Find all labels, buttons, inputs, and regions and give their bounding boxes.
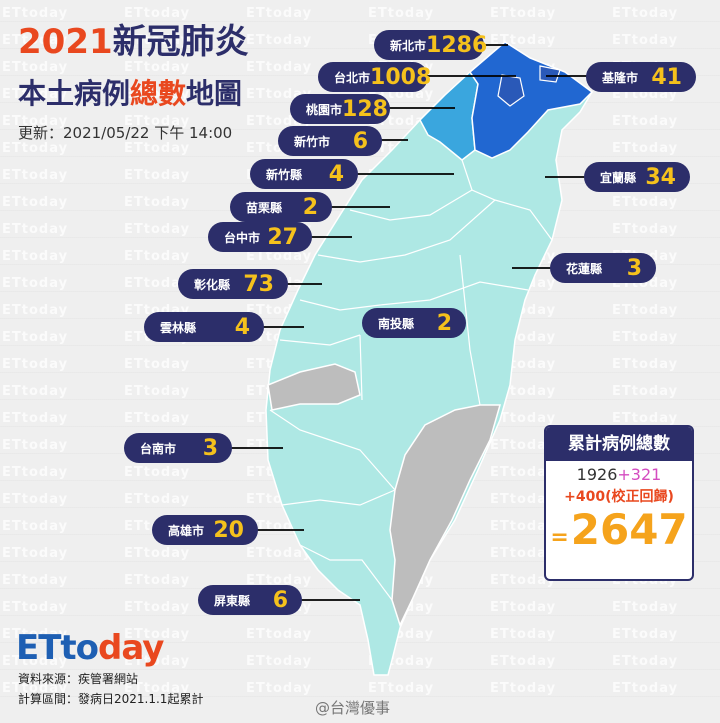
region-label-miaoli: 苗栗縣 2 (230, 192, 332, 222)
updated-time: 更新：2021/05/22 下午 14:00 (18, 124, 233, 142)
region-label-yilan: 宜蘭縣 34 (584, 162, 690, 192)
summary-heading: 累計病例總數 (546, 427, 692, 461)
region-name: 花蓮縣 (566, 261, 603, 276)
region-count: 27 (267, 224, 298, 250)
region-label-taipei: 台北市 1008 (318, 62, 432, 92)
map-chiayi (267, 363, 361, 411)
region-name: 苗栗縣 (246, 200, 283, 215)
logo-part-a: ETto (16, 628, 99, 668)
map-island (265, 41, 593, 676)
logo-part-b: day (98, 628, 164, 668)
subtitle: 本土病例總數地圖 (18, 74, 242, 114)
subtitle-pre: 本土病例 (18, 77, 131, 110)
region-count: 1008 (370, 64, 432, 90)
title-main: 新冠肺炎 (112, 22, 249, 62)
region-count: 128 (342, 96, 388, 122)
summary-plus1: +321 (617, 465, 662, 484)
region-name: 彰化縣 (194, 277, 231, 292)
summary-breakdown: 1926+321 (546, 465, 692, 484)
region-count: 1286 (426, 32, 488, 58)
map-taipei (497, 74, 525, 107)
region-count: 6 (352, 128, 368, 154)
region-label-tainan: 台南市 3 (124, 433, 232, 463)
summary-equals: = (550, 525, 569, 550)
map-new-taipei (469, 41, 594, 159)
subtitle-highlight: 總數 (130, 77, 187, 110)
summary-base: 1926 (576, 465, 618, 484)
region-count: 2 (302, 194, 318, 220)
region-name: 新北市 (390, 38, 427, 53)
region-label-taichung: 台中市 27 (208, 222, 312, 252)
region-label-changhua: 彰化縣 73 (178, 269, 288, 299)
region-label-taoyuan: 桃園市 128 (290, 94, 390, 124)
leader-lines (230, 44, 590, 601)
summary-total-row: = 2647 (546, 506, 692, 554)
region-count: 20 (213, 517, 244, 543)
region-count: 2 (436, 310, 452, 336)
region-label-kaohsiung: 高雄市 20 (152, 515, 258, 545)
region-name: 南投縣 (378, 316, 415, 331)
region-label-yunlin: 雲林縣 4 (144, 312, 264, 342)
total-summary-box: 累計病例總數 1926+321 +400(校正回歸) = 2647 (544, 425, 694, 581)
region-name: 屏東縣 (214, 593, 251, 608)
data-source: 資料來源：疾管署網站 (18, 672, 139, 686)
region-label-new-taipei: 新北市 1286 (374, 30, 488, 60)
region-label-hualien: 花蓮縣 3 (550, 253, 656, 283)
region-name: 新竹市 (294, 134, 331, 149)
region-name: 高雄市 (168, 523, 205, 538)
summary-backfill: +400(校正回歸) (564, 489, 674, 505)
region-name: 新竹縣 (266, 167, 303, 182)
region-count: 3 (202, 435, 218, 461)
region-label-keelung: 基隆市 41 (586, 62, 696, 92)
region-name: 雲林縣 (160, 320, 197, 335)
region-label-nantou: 南投縣 2 (362, 308, 466, 338)
summary-total: 2647 (570, 505, 688, 554)
region-count: 3 (626, 255, 642, 281)
region-count: 41 (651, 64, 682, 90)
region-name: 桃園市 (306, 102, 343, 117)
title-year: 2021 (18, 22, 113, 62)
region-count: 34 (645, 164, 676, 190)
map-borders (269, 159, 553, 601)
region-count: 73 (243, 271, 274, 297)
region-label-pingtung: 屏東縣 6 (198, 585, 302, 615)
region-name: 宜蘭縣 (600, 170, 637, 185)
calc-period: 計算區間：發病日2021.1.1起累計 (18, 692, 204, 706)
region-count: 4 (328, 161, 344, 187)
region-count: 4 (234, 314, 250, 340)
region-name: 台南市 (140, 441, 177, 456)
title: 2021新冠肺炎 (18, 20, 249, 64)
region-count: 6 (272, 587, 288, 613)
region-label-hsinchu-county: 新竹縣 4 (250, 159, 358, 189)
subtitle-post: 地圖 (186, 77, 243, 110)
region-label-hsinchu-city: 新竹市 6 (278, 126, 382, 156)
map-taitung (389, 404, 501, 628)
region-name: 基隆市 (602, 70, 639, 85)
region-name: 台中市 (224, 230, 261, 245)
region-name: 台北市 (334, 70, 371, 85)
weibo-credit: @台灣優事 (315, 699, 391, 717)
ettoday-logo: ETtoday (16, 628, 164, 668)
map-keelung (539, 65, 561, 83)
